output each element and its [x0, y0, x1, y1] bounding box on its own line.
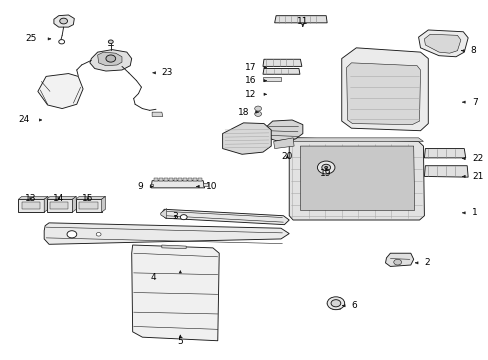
- Text: 20: 20: [281, 152, 292, 161]
- Polygon shape: [288, 138, 424, 220]
- Text: 12: 12: [245, 90, 256, 99]
- Polygon shape: [162, 245, 186, 249]
- Polygon shape: [273, 138, 293, 149]
- Text: 13: 13: [25, 194, 36, 203]
- Polygon shape: [183, 178, 187, 181]
- Circle shape: [254, 106, 261, 111]
- Polygon shape: [168, 178, 172, 181]
- Polygon shape: [90, 50, 131, 71]
- Circle shape: [67, 231, 77, 238]
- Polygon shape: [263, 59, 301, 66]
- Circle shape: [317, 161, 334, 174]
- Polygon shape: [424, 166, 467, 177]
- Circle shape: [60, 18, 67, 24]
- Polygon shape: [46, 199, 72, 212]
- Polygon shape: [203, 183, 207, 186]
- Polygon shape: [72, 197, 76, 212]
- Polygon shape: [222, 123, 271, 154]
- Text: 22: 22: [471, 154, 482, 163]
- Polygon shape: [102, 197, 105, 212]
- Polygon shape: [79, 202, 98, 209]
- Polygon shape: [152, 112, 163, 116]
- Polygon shape: [291, 138, 423, 141]
- Polygon shape: [341, 48, 427, 131]
- Polygon shape: [76, 199, 102, 212]
- Text: 24: 24: [19, 116, 30, 125]
- Polygon shape: [424, 149, 465, 158]
- Polygon shape: [263, 120, 302, 141]
- Polygon shape: [300, 146, 414, 210]
- Text: 18: 18: [237, 108, 249, 117]
- Circle shape: [393, 259, 401, 265]
- Polygon shape: [22, 202, 40, 209]
- Polygon shape: [161, 208, 166, 219]
- Text: 1: 1: [471, 208, 477, 217]
- Polygon shape: [274, 16, 326, 23]
- Circle shape: [106, 55, 116, 62]
- Polygon shape: [263, 77, 281, 81]
- Text: 3: 3: [172, 212, 178, 221]
- Polygon shape: [163, 178, 167, 181]
- Text: 9: 9: [137, 182, 143, 191]
- Text: 2: 2: [424, 258, 429, 267]
- Text: 10: 10: [205, 182, 217, 191]
- Polygon shape: [173, 178, 177, 181]
- Text: 11: 11: [297, 17, 308, 26]
- Text: 6: 6: [351, 301, 357, 310]
- Text: 7: 7: [471, 98, 477, 107]
- Text: 5: 5: [177, 337, 183, 346]
- Text: 14: 14: [53, 194, 64, 203]
- Circle shape: [330, 300, 340, 307]
- Circle shape: [59, 40, 64, 44]
- Polygon shape: [198, 178, 201, 181]
- Polygon shape: [54, 15, 74, 27]
- Circle shape: [326, 297, 344, 310]
- Polygon shape: [418, 30, 467, 57]
- Polygon shape: [346, 63, 420, 125]
- Polygon shape: [44, 223, 288, 244]
- Polygon shape: [44, 197, 48, 212]
- Polygon shape: [38, 73, 83, 109]
- Text: 4: 4: [150, 273, 156, 282]
- Circle shape: [254, 111, 261, 116]
- Polygon shape: [385, 253, 413, 266]
- Polygon shape: [188, 178, 192, 181]
- Text: 25: 25: [25, 35, 36, 44]
- Polygon shape: [193, 178, 197, 181]
- Text: 23: 23: [162, 68, 173, 77]
- Text: 21: 21: [471, 172, 483, 181]
- Polygon shape: [151, 181, 204, 188]
- Text: 16: 16: [244, 76, 256, 85]
- Polygon shape: [263, 68, 299, 74]
- Polygon shape: [98, 52, 122, 66]
- Polygon shape: [161, 209, 288, 225]
- Polygon shape: [50, 202, 68, 209]
- Circle shape: [96, 233, 101, 236]
- Polygon shape: [76, 197, 105, 199]
- Polygon shape: [424, 34, 460, 53]
- Text: 19: 19: [320, 169, 331, 178]
- Polygon shape: [178, 178, 182, 181]
- Polygon shape: [19, 197, 48, 199]
- Polygon shape: [159, 178, 163, 181]
- Circle shape: [180, 215, 187, 220]
- Polygon shape: [19, 199, 44, 212]
- Polygon shape: [154, 178, 158, 181]
- Text: 8: 8: [469, 46, 475, 55]
- Circle shape: [321, 164, 330, 171]
- Polygon shape: [131, 245, 219, 341]
- Text: 17: 17: [244, 63, 256, 72]
- Polygon shape: [46, 197, 76, 199]
- Text: 15: 15: [82, 194, 94, 203]
- Circle shape: [324, 166, 327, 168]
- Circle shape: [108, 40, 113, 44]
- Polygon shape: [149, 184, 153, 186]
